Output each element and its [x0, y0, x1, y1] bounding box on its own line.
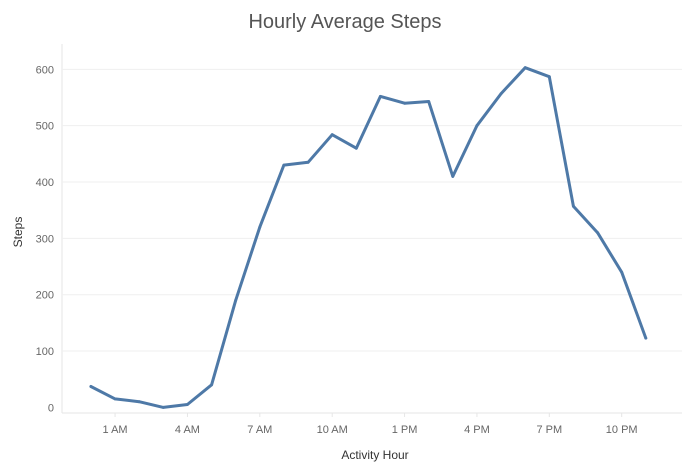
- x-tick-label: 1 AM: [103, 424, 128, 436]
- data-point: [475, 124, 479, 128]
- data-point: [523, 66, 527, 70]
- data-point: [210, 383, 214, 387]
- data-point: [306, 160, 310, 164]
- data-point: [499, 92, 503, 95]
- x-tick-label: 4 AM: [175, 424, 200, 436]
- y-tick-label: 100: [36, 346, 54, 358]
- series-line: [89, 66, 648, 409]
- x-tick-label: 10 AM: [317, 424, 348, 436]
- data-point: [620, 270, 624, 274]
- data-point: [572, 204, 575, 208]
- y-tick-label: 500: [36, 121, 54, 133]
- data-point: [161, 406, 165, 409]
- data-point: [186, 403, 189, 406]
- x-tick-label: 1 PM: [392, 424, 418, 436]
- x-tick-label: 7 AM: [247, 424, 272, 436]
- data-point: [282, 163, 286, 167]
- y-tick-label: 400: [36, 177, 54, 189]
- data-point: [258, 225, 262, 229]
- x-tick-label: 4 PM: [464, 424, 490, 436]
- y-tick-label: 200: [36, 290, 54, 302]
- y-tick-label: 0: [48, 402, 54, 414]
- data-point: [596, 231, 599, 235]
- data-point: [354, 146, 358, 150]
- x-axis-ticks: 1 AM 4 AM 7 AM 10 AM 1 PM 4 PM 7 PM 10 PM: [103, 413, 638, 436]
- data-point: [379, 95, 382, 98]
- gridlines: [61, 44, 682, 414]
- data-point: [113, 397, 117, 401]
- series-group: [89, 66, 648, 409]
- y-axis-title: Steps: [11, 217, 25, 248]
- x-axis-title: Activity Hour: [341, 448, 408, 462]
- data-point: [547, 75, 551, 79]
- data-point: [451, 175, 455, 178]
- y-tick-label: 600: [36, 64, 54, 76]
- data-point: [644, 336, 648, 340]
- data-point: [330, 133, 334, 137]
- data-point: [89, 385, 93, 388]
- x-tick-label: 7 PM: [536, 424, 562, 436]
- x-tick-label: 10 PM: [606, 424, 638, 436]
- chart-title: Hourly Average Steps: [248, 11, 441, 33]
- y-tick-label: 300: [36, 233, 54, 245]
- y-axis-ticks: 0 100 200 300 400 500 600: [36, 64, 54, 414]
- data-point: [137, 400, 141, 404]
- data-point: [427, 100, 431, 103]
- data-point: [403, 101, 406, 105]
- data-point: [234, 298, 238, 302]
